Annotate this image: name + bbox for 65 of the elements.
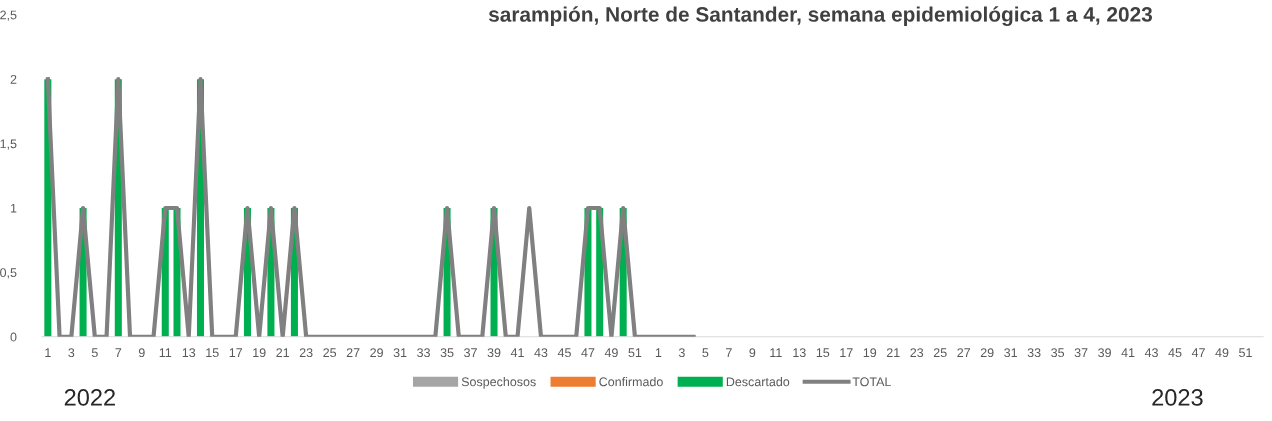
x-tick-label: 45: [1168, 348, 1182, 358]
x-tick-label: 19: [863, 348, 877, 358]
x-tick-label: 31: [393, 348, 407, 358]
y-tick-label: 1: [10, 203, 17, 213]
y-tick-label: 2: [10, 74, 17, 84]
x-tick-label: 33: [417, 348, 430, 358]
x-tick-label: 11: [159, 348, 172, 357]
x-tick-label: 21: [886, 348, 900, 357]
y-tick-label: 2,5: [0, 10, 17, 21]
x-tick-label: 49: [604, 348, 618, 358]
x-tick-label: 31: [1004, 348, 1017, 358]
x-tick-label: 19: [253, 348, 266, 358]
y-tick-label: 1,5: [0, 139, 17, 150]
x-tick-label: 35: [440, 348, 454, 358]
x-tick-label: 37: [1074, 348, 1088, 358]
x-tick-label: 23: [910, 348, 924, 358]
x-tick-label: 17: [229, 348, 243, 357]
x-tick-label: 5: [91, 348, 98, 358]
x-tick-label: 37: [464, 348, 477, 358]
x-tick-label: 51: [628, 348, 642, 358]
x-tick-label: 27: [957, 348, 971, 357]
x-tick-label: 9: [138, 348, 145, 358]
x-tick-label: 13: [793, 348, 806, 358]
x-tick-label: 27: [346, 348, 360, 357]
x-tick-label: 39: [487, 348, 501, 358]
legend-label: Confirmado: [599, 377, 663, 387]
x-tick-label: 1: [655, 348, 662, 357]
x-tick-label: 47: [1191, 348, 1205, 357]
x-tick-label: 13: [182, 348, 196, 358]
x-tick-label: 3: [68, 348, 75, 358]
x-tick-label: 23: [299, 348, 313, 358]
y-tick-label: 0: [10, 332, 17, 342]
x-tick-label: 3: [678, 348, 685, 358]
x-tick-label: 43: [1144, 348, 1158, 358]
x-tick-label: 1: [45, 348, 51, 357]
x-tick-label: 25: [323, 348, 337, 358]
x-tick-label: 43: [534, 348, 548, 358]
x-tick-label: 7: [115, 348, 122, 357]
x-tick-label: 21: [276, 348, 290, 357]
x-tick-label: 41: [1121, 348, 1135, 357]
chart-title: sarampión, Norte de Santander, semana epidemiológica 1 a 4, 2023: [488, 6, 1153, 27]
x-tick-label: 15: [206, 348, 219, 358]
legend-label: Sospechosos: [461, 377, 536, 389]
x-tick-label: 11: [770, 348, 782, 357]
x-tick-label: 25: [933, 348, 947, 358]
x-tick-label: 47: [581, 348, 595, 357]
x-tick-label: 5: [702, 348, 709, 358]
x-tick-label: 7: [726, 348, 732, 357]
x-tick-label: 41: [510, 348, 524, 357]
legend-label: Descartado: [726, 377, 790, 387]
legend-label: TOTAL: [852, 377, 891, 387]
x-tick-label: 33: [1027, 348, 1041, 358]
text: 2022: [64, 389, 115, 406]
x-tick-label: 15: [816, 348, 830, 358]
x-tick-label: 29: [370, 348, 383, 358]
y-tick-label: 0,5: [0, 268, 17, 279]
x-tick-label: 17: [840, 348, 853, 357]
text: 2023: [1152, 389, 1203, 406]
x-tick-label: 29: [980, 348, 994, 358]
x-tick-label: 49: [1215, 348, 1229, 358]
x-tick-label: 9: [749, 348, 756, 358]
x-tick-label: 35: [1051, 348, 1065, 358]
x-tick-label: 45: [557, 348, 571, 358]
x-tick-label: 39: [1098, 348, 1111, 358]
x-tick-label: 51: [1239, 348, 1252, 358]
